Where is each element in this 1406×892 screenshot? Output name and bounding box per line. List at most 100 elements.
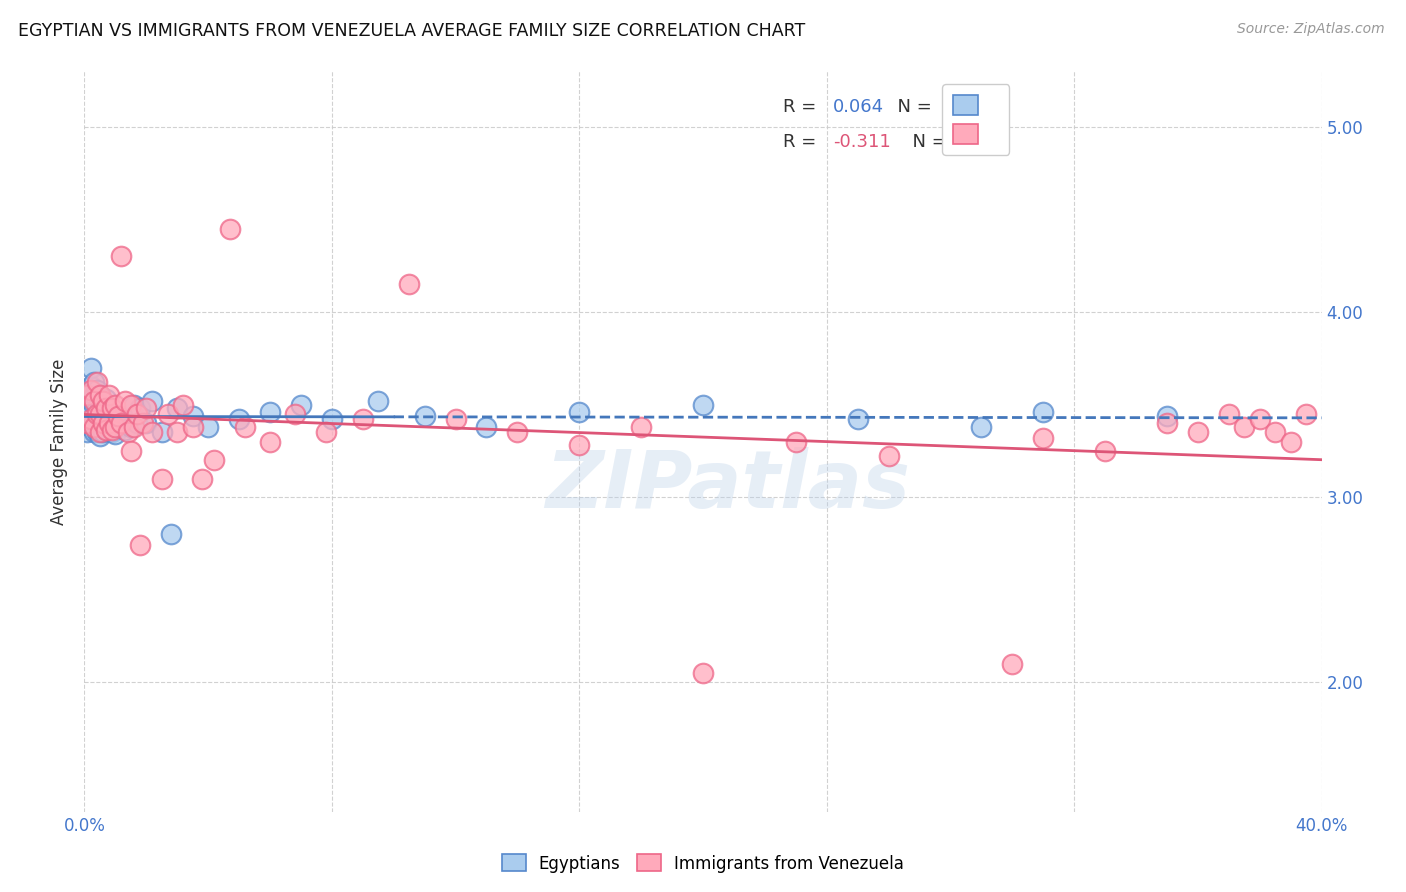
Text: 0.064: 0.064 [832,98,884,116]
Point [568,405,591,419]
Point [129,401,152,416]
Point [110,416,132,430]
Point [259,434,281,449]
Point [83,419,105,434]
Point [568,438,591,452]
Point [83,376,105,390]
Point [321,412,343,426]
Point [76,398,98,412]
Point [94,409,117,423]
Y-axis label: Average Family Size: Average Family Size [51,359,69,524]
Point [877,450,900,464]
Point [101,407,124,421]
Point [181,409,204,423]
Point [125,416,148,430]
Point [91,393,114,408]
Point [89,401,111,416]
Point [284,407,307,421]
Point [1218,407,1240,421]
Point [1001,657,1024,671]
Point [89,388,111,402]
Point [98,388,121,402]
Point [129,538,152,552]
Text: Source: ZipAtlas.com: Source: ZipAtlas.com [1237,22,1385,37]
Point [290,398,312,412]
Point [315,425,337,440]
Point [1094,443,1116,458]
Point [117,425,139,440]
Point [785,434,807,449]
Point [1156,409,1178,423]
Point [117,412,139,426]
Point [79,379,101,393]
Text: 60: 60 [941,98,963,116]
Point [101,425,124,440]
Point [86,425,108,440]
Point [83,416,105,430]
Point [76,425,98,440]
Point [79,412,101,426]
Point [83,393,105,408]
Point [630,419,652,434]
Point [94,401,117,416]
Point [692,398,714,412]
Point [91,393,114,408]
Point [197,419,219,434]
Point [367,393,389,408]
Point [475,419,498,434]
Point [79,419,101,434]
Point [79,383,101,397]
Point [228,412,250,426]
Point [122,398,145,412]
Point [352,412,374,426]
Point [89,429,111,443]
Point [135,416,157,430]
Point [166,425,188,440]
Point [114,424,136,438]
Point [76,388,98,402]
Point [1264,425,1286,440]
Point [104,398,127,412]
Point [1295,407,1317,421]
Point [89,388,111,402]
Point [120,398,142,412]
Text: N =: N = [901,133,952,151]
Point [1032,405,1054,419]
Point [444,412,467,426]
Point [110,409,132,423]
Point [692,665,714,680]
Point [83,398,105,412]
Point [172,398,194,412]
Point [233,419,256,434]
Text: N =: N = [886,98,938,116]
Point [104,419,127,434]
Point [83,425,105,440]
Point [94,424,117,438]
Point [86,376,108,390]
Point [218,221,240,235]
Point [846,412,869,426]
Point [160,527,183,541]
Text: 66: 66 [950,133,973,151]
Point [91,425,114,440]
Text: R =: R = [783,98,823,116]
Point [120,419,142,434]
Text: EGYPTIAN VS IMMIGRANTS FROM VENEZUELA AVERAGE FAMILY SIZE CORRELATION CHART: EGYPTIAN VS IMMIGRANTS FROM VENEZUELA AV… [18,22,806,40]
Point [398,277,420,292]
Point [76,388,98,402]
Point [141,393,163,408]
Point [150,425,173,440]
Point [98,416,121,430]
Point [1156,416,1178,430]
Point [107,419,129,434]
Point [1032,431,1054,445]
Point [98,424,121,438]
Point [101,401,124,416]
Point [91,412,114,426]
Point [413,409,436,423]
Point [141,425,163,440]
Point [86,412,108,426]
Legend:  ,  : , [942,84,1010,154]
Point [166,401,188,416]
Point [83,388,105,402]
